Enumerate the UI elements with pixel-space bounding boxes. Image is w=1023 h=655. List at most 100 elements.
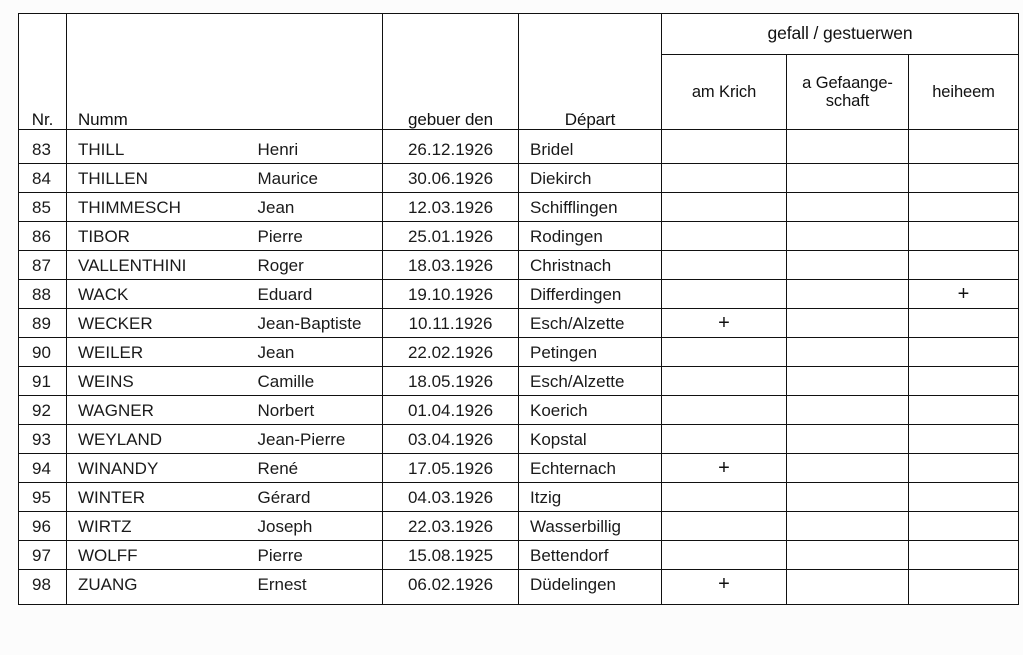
cell-heiheem: + bbox=[907, 279, 1020, 309]
table-header: Nr. Numm gebuer den Départ gefall / gest… bbox=[18, 13, 1020, 130]
table-row: 85 THIMMESCH Jean 12.03.1926 Schifflingen bbox=[18, 192, 1020, 222]
cell-surname: WECKER bbox=[66, 308, 247, 338]
cell-heiheem bbox=[907, 308, 1020, 338]
cell-am-krich bbox=[661, 540, 787, 570]
cell-am-krich bbox=[661, 192, 787, 222]
cell-depart: Bridel bbox=[518, 129, 662, 164]
cell-nr: 98 bbox=[18, 569, 67, 605]
cell-birthdate: 17.05.1926 bbox=[382, 453, 519, 483]
table-row: 89 WECKER Jean-Baptiste 10.11.1926 Esch/Alze… bbox=[18, 308, 1020, 338]
cross-mark-icon: + bbox=[718, 312, 730, 334]
cell-a-gefaangeschaft bbox=[786, 163, 909, 193]
cell-nr: 92 bbox=[18, 395, 67, 425]
table-row: 93 WEYLAND Jean-Pierre 03.04.1926 Kopstal bbox=[18, 424, 1020, 454]
a-gefaangeschaft-line-1: a Gefaange- bbox=[802, 73, 893, 92]
cell-birthdate: 12.03.1926 bbox=[382, 192, 519, 222]
cell-surname: WACK bbox=[66, 279, 247, 309]
cell-surname: WIRTZ bbox=[66, 511, 247, 541]
cell-am-krich bbox=[661, 221, 787, 251]
cell-nr: 96 bbox=[18, 511, 67, 541]
cell-a-gefaangeschaft bbox=[786, 192, 909, 222]
table-row: 91 WEINS Camille 18.05.1926 Esch/Alzette bbox=[18, 366, 1020, 396]
cell-surname: WAGNER bbox=[66, 395, 247, 425]
cell-a-gefaangeschaft bbox=[786, 337, 909, 367]
cell-surname: WEYLAND bbox=[66, 424, 247, 454]
column-header-depart: Départ bbox=[518, 13, 662, 130]
cell-nr: 97 bbox=[18, 540, 67, 570]
column-header-gebuer-den: gebuer den bbox=[382, 13, 519, 130]
cell-heiheem bbox=[907, 129, 1020, 164]
cell-heiheem bbox=[907, 192, 1020, 222]
header-row-group: Nr. Numm gebuer den Départ gefall / gest… bbox=[18, 13, 1020, 130]
cell-nr: 84 bbox=[18, 163, 67, 193]
cell-heiheem bbox=[907, 221, 1020, 251]
cell-firstname: Roger bbox=[246, 250, 383, 280]
cross-mark-icon: + bbox=[718, 457, 730, 479]
cell-firstname: Jean-Pierre bbox=[246, 424, 383, 454]
table-row: 94 WINANDY René 17.05.1926 Echternach + bbox=[18, 453, 1020, 483]
cell-firstname: Jean-Baptiste bbox=[246, 308, 383, 338]
cell-firstname: Camille bbox=[246, 366, 383, 396]
cell-firstname: Ernest bbox=[246, 569, 383, 605]
table-row: 97 WOLFF Pierre 15.08.1925 Bettendorf bbox=[18, 540, 1020, 570]
cell-nr: 95 bbox=[18, 482, 67, 512]
cell-depart: Bettendorf bbox=[518, 540, 662, 570]
cell-surname: TIBOR bbox=[66, 221, 247, 251]
cell-heiheem bbox=[907, 511, 1020, 541]
cell-depart: Kopstal bbox=[518, 424, 662, 454]
cell-a-gefaangeschaft bbox=[786, 482, 909, 512]
cross-mark-icon: + bbox=[718, 573, 730, 595]
cell-am-krich bbox=[661, 366, 787, 396]
cell-surname: WINANDY bbox=[66, 453, 247, 483]
cell-am-krich bbox=[661, 250, 787, 280]
cell-a-gefaangeschaft bbox=[786, 540, 909, 570]
table-row: 96 WIRTZ Joseph 22.03.1926 Wasserbillig bbox=[18, 511, 1020, 541]
cell-firstname: Eduard bbox=[246, 279, 383, 309]
cell-firstname: Norbert bbox=[246, 395, 383, 425]
cell-surname: WOLFF bbox=[66, 540, 247, 570]
cell-depart: Petingen bbox=[518, 337, 662, 367]
cell-firstname: Pierre bbox=[246, 221, 383, 251]
cell-heiheem bbox=[907, 395, 1020, 425]
cell-depart: Rodingen bbox=[518, 221, 662, 251]
cell-am-krich bbox=[661, 129, 787, 164]
cell-depart: Schifflingen bbox=[518, 192, 662, 222]
cell-birthdate: 06.02.1926 bbox=[382, 569, 519, 605]
cell-firstname: Pierre bbox=[246, 540, 383, 570]
cell-surname: WINTER bbox=[66, 482, 247, 512]
cell-am-krich bbox=[661, 163, 787, 193]
cell-a-gefaangeschaft bbox=[786, 221, 909, 251]
cross-mark-icon: + bbox=[957, 283, 970, 305]
cell-birthdate: 10.11.1926 bbox=[382, 308, 519, 338]
cell-birthdate: 18.05.1926 bbox=[382, 366, 519, 396]
cell-depart: Echternach bbox=[518, 453, 662, 483]
header-row-sub: am Krich a Gefaange- schaft heiheem bbox=[19, 54, 1020, 130]
cell-birthdate: 04.03.1926 bbox=[382, 482, 519, 512]
cell-surname: THILLEN bbox=[66, 163, 247, 193]
cell-surname: ZUANG bbox=[66, 569, 247, 605]
cell-birthdate: 26.12.1926 bbox=[382, 129, 519, 164]
cell-birthdate: 25.01.1926 bbox=[382, 221, 519, 251]
cell-nr: 93 bbox=[18, 424, 67, 454]
cell-heiheem bbox=[907, 163, 1020, 193]
table-row: 92 WAGNER Norbert 01.04.1926 Koerich bbox=[18, 395, 1020, 425]
cell-depart: Düdelingen bbox=[518, 569, 662, 605]
cell-birthdate: 22.03.1926 bbox=[382, 511, 519, 541]
cell-firstname: Gérard bbox=[246, 482, 383, 512]
cell-firstname: Jean bbox=[246, 192, 383, 222]
cell-depart: Wasserbillig bbox=[518, 511, 662, 541]
cell-a-gefaangeschaft bbox=[786, 453, 909, 483]
cell-a-gefaangeschaft bbox=[786, 279, 909, 309]
cell-a-gefaangeschaft bbox=[786, 366, 909, 396]
cell-surname: THILL bbox=[66, 129, 247, 164]
cell-birthdate: 22.02.1926 bbox=[382, 337, 519, 367]
cell-nr: 83 bbox=[18, 129, 67, 164]
cell-birthdate: 15.08.1925 bbox=[382, 540, 519, 570]
table-body: 83 THILL Henri 26.12.1926 Bridel 84 THILLEN Mau… bbox=[18, 129, 1020, 605]
cell-nr: 86 bbox=[18, 221, 67, 251]
cell-nr: 87 bbox=[18, 250, 67, 280]
cell-depart: Differdingen bbox=[518, 279, 662, 309]
cell-am-krich bbox=[661, 337, 787, 367]
cell-am-krich bbox=[661, 424, 787, 454]
cell-nr: 90 bbox=[18, 337, 67, 367]
